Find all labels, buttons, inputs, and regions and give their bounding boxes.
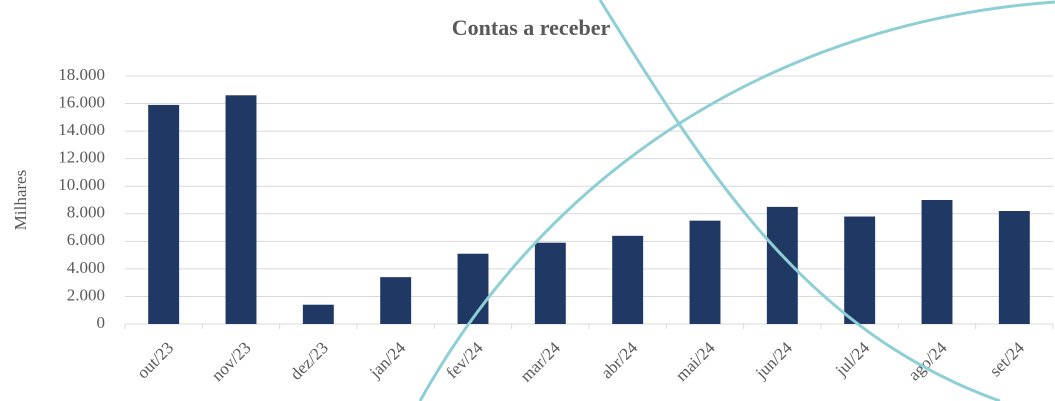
bar — [534, 242, 566, 324]
bar — [921, 200, 953, 324]
x-tick-label: nov/23 — [208, 338, 255, 385]
x-tick-label: mar/24 — [516, 338, 564, 386]
y-tick-label: 16.000 — [58, 92, 105, 111]
y-axis-label: Milhares — [11, 170, 30, 230]
x-tick-label: fev/24 — [442, 338, 486, 382]
x-tick-label: set/24 — [986, 338, 1029, 381]
y-tick-label: 6.000 — [67, 230, 105, 249]
x-tick-label: dez/23 — [286, 338, 331, 383]
x-tick-label: abr/24 — [597, 338, 641, 382]
y-tick-label: 12.000 — [58, 148, 105, 167]
decorative-curve — [418, 0, 1055, 401]
bar — [998, 211, 1030, 324]
y-tick-label: 4.000 — [67, 258, 105, 277]
bar — [148, 104, 180, 324]
bar — [457, 253, 489, 324]
x-tick-label: jul/24 — [831, 338, 874, 381]
y-tick-label: 2.000 — [67, 285, 105, 304]
x-tick-label: out/23 — [133, 338, 177, 382]
y-tick-label: 10.000 — [58, 175, 105, 194]
bar — [225, 95, 257, 325]
y-tick-label: 18.000 — [58, 65, 105, 84]
x-tick-label: jun/24 — [751, 338, 796, 383]
chart-title: Contas a receber — [452, 15, 611, 40]
y-tick-label: 14.000 — [58, 120, 105, 139]
x-tick-label: mai/24 — [672, 338, 719, 385]
x-tick-label: jan/24 — [365, 338, 410, 383]
bar — [380, 277, 412, 324]
bar — [844, 216, 876, 324]
decorative-curve — [598, 0, 1001, 401]
bar — [612, 235, 644, 324]
y-tick-label: 8.000 — [67, 203, 105, 222]
y-tick-label: 0 — [97, 313, 106, 332]
bar — [302, 304, 334, 324]
bar — [689, 220, 721, 324]
